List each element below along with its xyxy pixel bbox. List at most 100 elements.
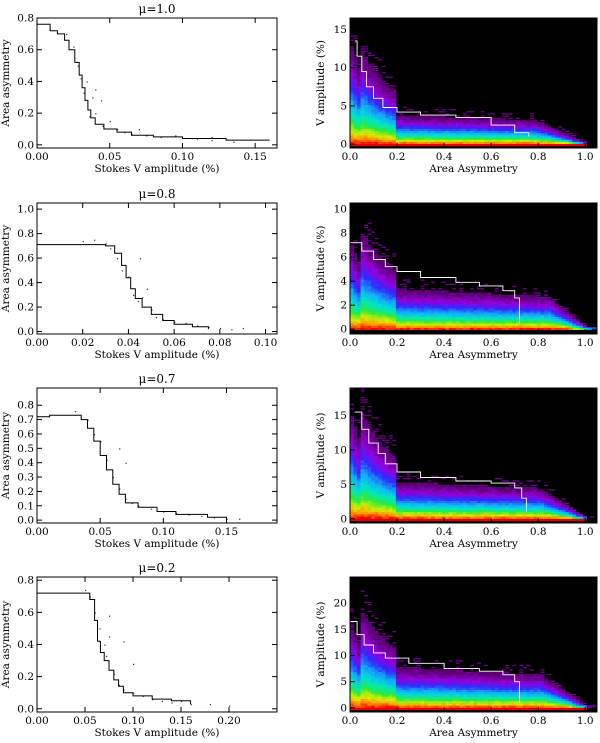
x-tick-label: 0.00 <box>25 151 48 163</box>
plot-frame <box>36 17 278 149</box>
scatter-point <box>139 258 142 260</box>
y-tick-label: 10 <box>334 650 347 662</box>
y-tick-label: 0.4 <box>17 639 34 651</box>
y-tick-label: 15 <box>334 24 347 36</box>
heatmap-cells <box>350 222 597 331</box>
y-tick-label: 0.4 <box>17 277 34 289</box>
median-step-curve <box>37 414 227 519</box>
x-tick-label: 0.05 <box>98 151 121 163</box>
x-tick-label: 0.10 <box>254 337 277 349</box>
scatter-point <box>87 419 89 421</box>
median-step-curve <box>37 592 192 704</box>
chart-title: μ=0.8 <box>139 187 176 201</box>
scatter-point <box>137 300 139 303</box>
x-tick-label: 0.4 <box>436 715 453 727</box>
x-tick-label: 1.0 <box>577 337 594 349</box>
y-tick-label: 5 <box>340 479 347 491</box>
x-axis-label: Stokes V amplitude (%) <box>94 538 219 550</box>
scatter-point <box>109 615 111 617</box>
scatter-point <box>197 138 199 140</box>
scatter-point <box>146 135 148 137</box>
scatter-point <box>142 695 144 698</box>
scatter-point <box>113 673 115 675</box>
x-axis-label: Area Asymmetry <box>428 538 518 550</box>
x-tick-label: 0.20 <box>217 715 240 727</box>
chart-title: μ=1.0 <box>139 2 176 16</box>
scatter-point <box>233 141 235 143</box>
x-tick-label: 0.4 <box>436 526 453 538</box>
y-axis-label: Area asymmetry <box>0 412 12 500</box>
y-tick-label: 0.1 <box>17 500 34 512</box>
y-axis-label: V amplitude (%) <box>315 602 327 689</box>
scatter-point <box>211 136 213 139</box>
scatter-point <box>160 136 162 139</box>
y-tick-label: 0.6 <box>17 428 34 440</box>
chart-panel-1: 0.00 0.05 0.10 0.15 0.0 0.2 0.4 0.6 0.8 Stokes V … <box>0 2 278 175</box>
scatter-point <box>197 325 199 327</box>
scatter-point <box>105 243 107 245</box>
scatter-point <box>93 434 95 436</box>
scatter-point <box>100 441 102 443</box>
y-axis-label: V amplitude (%) <box>315 40 327 127</box>
scatter-point <box>95 113 97 115</box>
scatter-point <box>109 121 111 123</box>
x-tick-label: 0.8 <box>530 715 547 727</box>
x-tick-label: 0.00 <box>25 526 48 538</box>
scatter-point <box>102 125 104 127</box>
scatter-point <box>125 462 127 464</box>
median-step-curve <box>354 411 527 512</box>
scatter-point <box>119 488 121 490</box>
scatter-point <box>213 517 215 519</box>
scatter-point <box>94 612 96 614</box>
x-tick-label: 0.0 <box>342 151 359 163</box>
scatter-point <box>128 276 130 278</box>
scatter-point <box>94 239 96 241</box>
scatter-point <box>211 140 213 142</box>
scatter-point <box>175 135 177 137</box>
scatter-point <box>226 518 228 520</box>
plot-frame <box>349 387 598 524</box>
scatter-points <box>85 589 231 707</box>
scatter-point <box>162 319 164 321</box>
scatter-point <box>82 241 84 243</box>
y-tick-label: 0.8 <box>17 400 34 412</box>
y-tick-label: 10 <box>334 204 347 216</box>
x-tick-label: 0.8 <box>530 337 547 349</box>
scatter-point <box>138 129 140 131</box>
y-tick-label: 15 <box>334 624 347 636</box>
x-tick-label: 0.6 <box>483 715 500 727</box>
y-tick-label: 8 <box>340 228 347 240</box>
plot-frame <box>36 576 278 713</box>
scatter-point <box>74 411 77 413</box>
scatter-point <box>239 518 241 520</box>
x-tick-label: 0.04 <box>117 337 141 349</box>
x-tick-label: 0.2 <box>389 715 406 727</box>
scatter-point <box>73 46 75 48</box>
median-step-curve <box>354 40 530 137</box>
x-tick-label: 0.02 <box>71 337 94 349</box>
chart-panel-2: 0.0 0.2 0.4 0.6 0.8 1.0 0 5 10 15 Area Asymmetry V … <box>315 17 598 175</box>
y-tick-label: 1.0 <box>17 204 34 216</box>
scatter-point <box>117 129 119 131</box>
scatter-point <box>146 288 148 290</box>
scatter-point <box>112 477 114 479</box>
x-tick-label: 0.05 <box>88 526 111 538</box>
scatter-point <box>118 684 120 686</box>
scatter-point <box>109 636 111 638</box>
scatter-point <box>155 316 158 319</box>
scatter-point <box>174 321 176 323</box>
y-tick-label: 0.2 <box>17 486 34 498</box>
scatter-point <box>80 78 82 80</box>
scatter-point <box>83 92 85 94</box>
plot-frame <box>36 202 278 335</box>
scatter-point <box>185 323 187 325</box>
chart-panel-4: 0.0 0.2 0.4 0.6 0.8 1.0 0 2 4 6 8 10 Area Asymmetry V… <box>315 202 598 361</box>
y-tick-label: 0.6 <box>17 44 34 56</box>
x-tick-label: 0.06 <box>162 337 186 349</box>
scatter-point <box>119 448 121 450</box>
y-tick-label: 0.4 <box>17 457 34 469</box>
scatter-point <box>125 498 127 500</box>
x-tick-label: 1.0 <box>577 526 594 538</box>
scatter-point <box>208 326 210 328</box>
